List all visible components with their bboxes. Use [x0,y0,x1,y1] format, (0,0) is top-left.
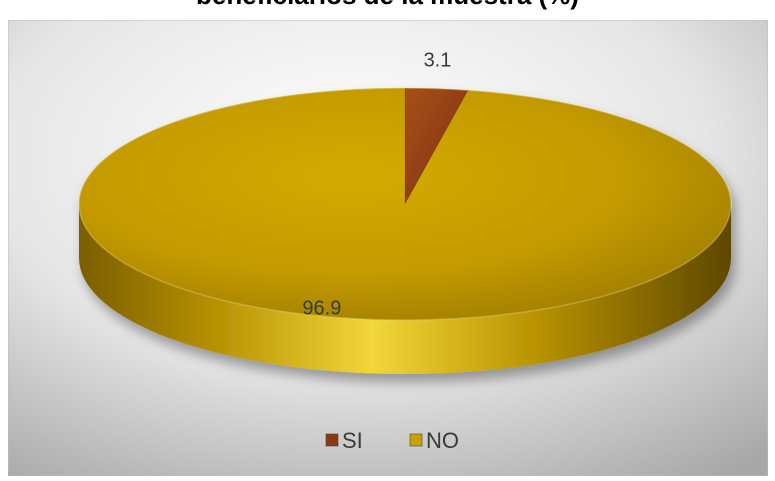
legend-label-si: SI [342,428,363,453]
pie-slice-no [78,87,732,321]
legend-swatch-si [325,433,339,447]
data-label-si: 3.1 [424,50,452,72]
legend-swatch-no [409,433,423,447]
legend-label-no: NO [426,428,459,453]
pie-rim [78,87,732,321]
pie-side-no [79,204,731,374]
legend-item-no: NO [409,428,459,453]
chart-title: beneficiarios de la muestra (%) [0,0,775,11]
legend-item-si: SI [325,428,363,453]
pie-chart: 3.1 96.9 SI NO [7,19,769,477]
data-label-no: 96.9 [302,297,341,319]
data-labels: 3.1 96.9 [302,50,451,320]
pie-group [78,87,732,374]
legend: SI NO [325,428,459,453]
chart-frame: 3.1 96.9 SI NO [7,19,769,477]
